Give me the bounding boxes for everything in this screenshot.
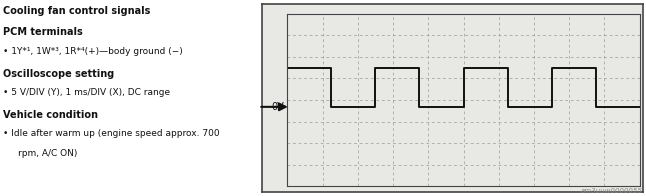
Text: 0V: 0V	[271, 102, 284, 112]
Text: Oscilloscope setting: Oscilloscope setting	[3, 69, 114, 79]
Text: rpm, A/C ON): rpm, A/C ON)	[18, 149, 78, 158]
Text: Vehicle condition: Vehicle condition	[3, 110, 98, 120]
Text: • 5 V/DIV (Y), 1 ms/DIV (X), DC range: • 5 V/DIV (Y), 1 ms/DIV (X), DC range	[3, 88, 171, 97]
Text: am3uuw0000055: am3uuw0000055	[581, 188, 643, 194]
Text: • Idle after warm up (engine speed approx. 700: • Idle after warm up (engine speed appro…	[3, 129, 220, 138]
Text: • 1Y*¹, 1W*³, 1R*⁴(+)—body ground (−): • 1Y*¹, 1W*³, 1R*⁴(+)—body ground (−)	[3, 47, 183, 56]
Text: PCM terminals: PCM terminals	[3, 27, 83, 37]
Text: Cooling fan control signals: Cooling fan control signals	[3, 6, 151, 16]
